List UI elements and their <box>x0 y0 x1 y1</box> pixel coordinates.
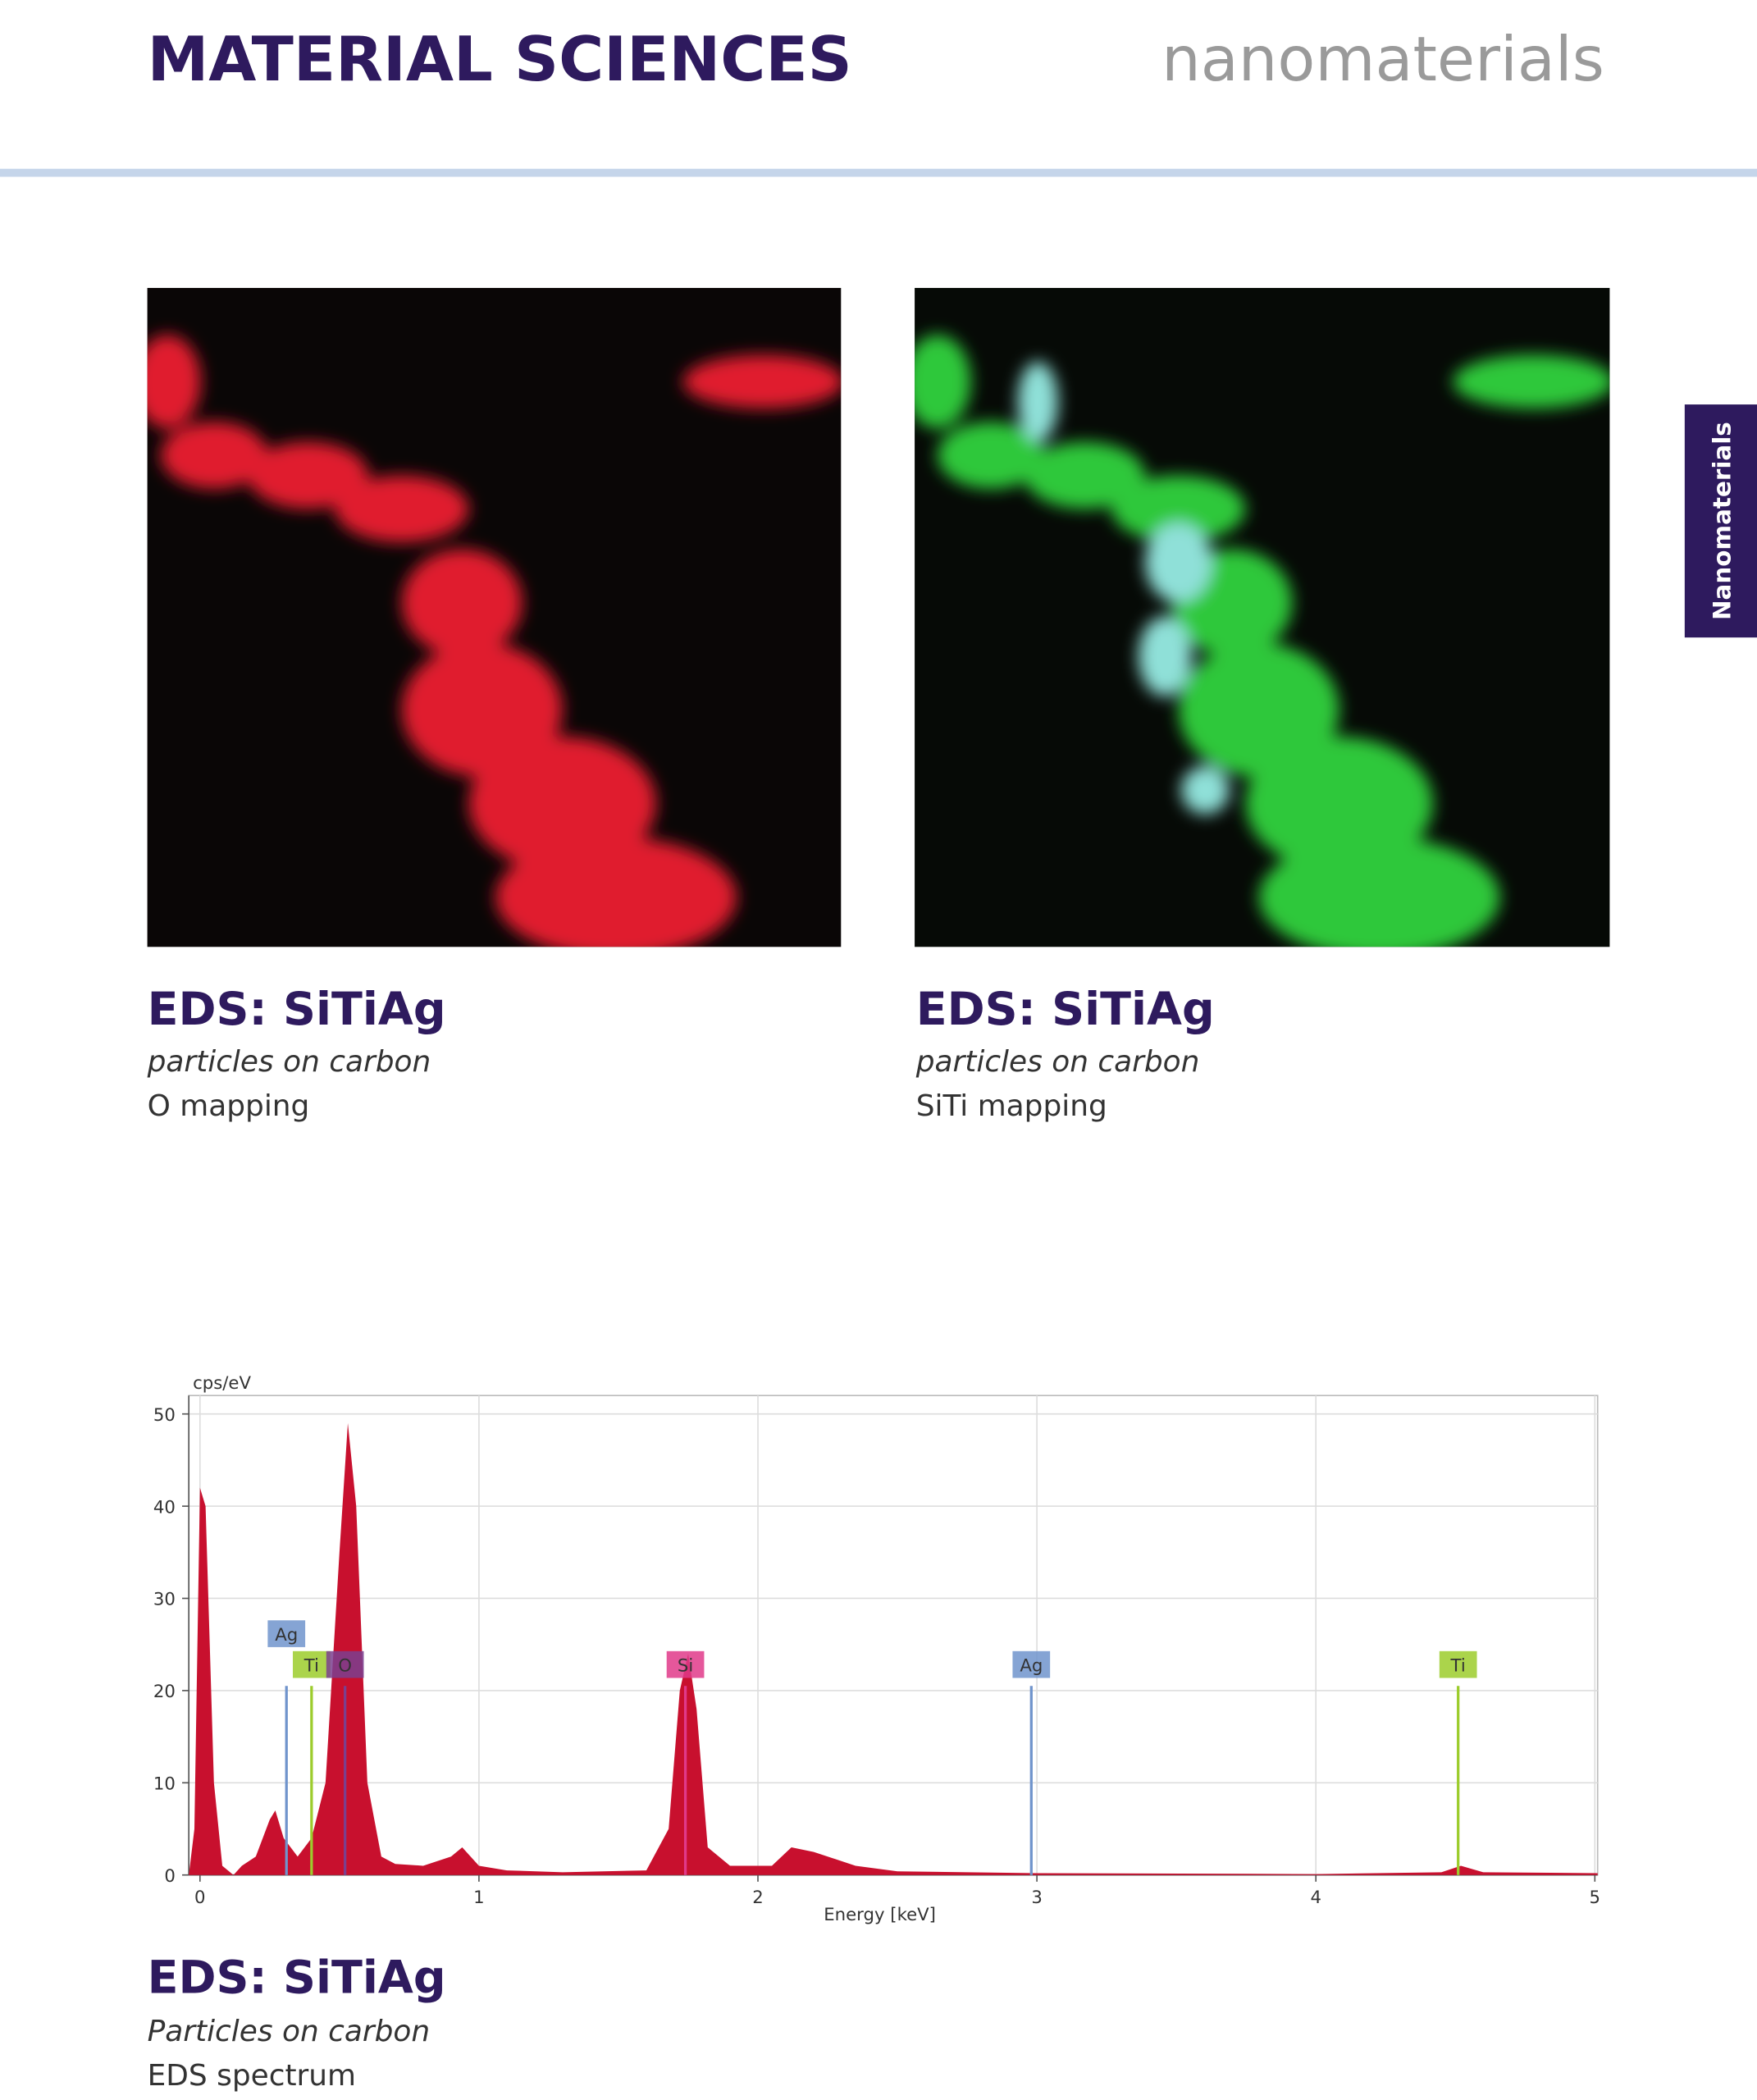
figure-title: EDS: SiTiAg <box>916 983 1215 1036</box>
y-tick-label: 10 <box>153 1774 176 1794</box>
peak-label-box <box>666 1650 705 1678</box>
y-axis-label: cps/eV <box>193 1373 251 1394</box>
y-tick-label: 50 <box>153 1405 176 1426</box>
o-map-image <box>147 288 842 947</box>
siti-map-image <box>915 288 1610 947</box>
figure-title: EDS: SiTiAg <box>148 983 446 1036</box>
x-tick-label: 5 <box>1590 1888 1601 1908</box>
y-tick-label: 30 <box>153 1590 176 1610</box>
peak-label: O <box>338 1655 352 1676</box>
plot-area <box>188 1395 1599 1876</box>
header-section: nanomaterials <box>1161 23 1604 95</box>
x-tick-label: 1 <box>473 1888 485 1908</box>
peak-label: Ti <box>1450 1655 1466 1676</box>
x-tick-label: 3 <box>1031 1888 1043 1908</box>
x-tick-label: 4 <box>1310 1888 1321 1908</box>
peak-label-box <box>267 1620 306 1647</box>
x-tick-label: 2 <box>752 1888 764 1908</box>
figure-caption: EDS spectrum <box>148 2059 356 2093</box>
peak-label: Ag <box>275 1625 298 1646</box>
y-tick-label: 20 <box>153 1682 176 1702</box>
spectrum-area <box>189 1422 1598 1875</box>
x-tick-label: 0 <box>194 1888 206 1908</box>
figure-caption: SiTi mapping <box>916 1089 1107 1123</box>
peak-label: Ti <box>303 1655 319 1676</box>
x-axis-label: Energy [keV] <box>824 1905 936 1925</box>
figure-subtitle: particles on carbon <box>147 1045 431 1079</box>
peak-label-box <box>1439 1650 1477 1678</box>
peak-label: Si <box>678 1655 693 1676</box>
header-title: MATERIAL SCIENCES <box>148 23 852 95</box>
figure-title: EDS: SiTiAg <box>148 1951 446 2004</box>
y-tick-label: 40 <box>153 1497 176 1518</box>
figure-caption: O mapping <box>148 1089 310 1123</box>
peak-label-box <box>326 1650 364 1678</box>
header-rule <box>0 168 1757 177</box>
y-tick-label: 0 <box>164 1866 176 1887</box>
peak-label-box <box>1012 1650 1051 1678</box>
side-tab-label: Nanomaterials <box>1709 422 1736 620</box>
side-tab <box>1684 404 1757 638</box>
figure-subtitle: particles on carbon <box>915 1045 1200 1079</box>
peak-label-box <box>292 1650 331 1678</box>
peak-label: Ag <box>1020 1655 1043 1676</box>
figure-subtitle: Particles on carbon <box>148 2015 431 2048</box>
